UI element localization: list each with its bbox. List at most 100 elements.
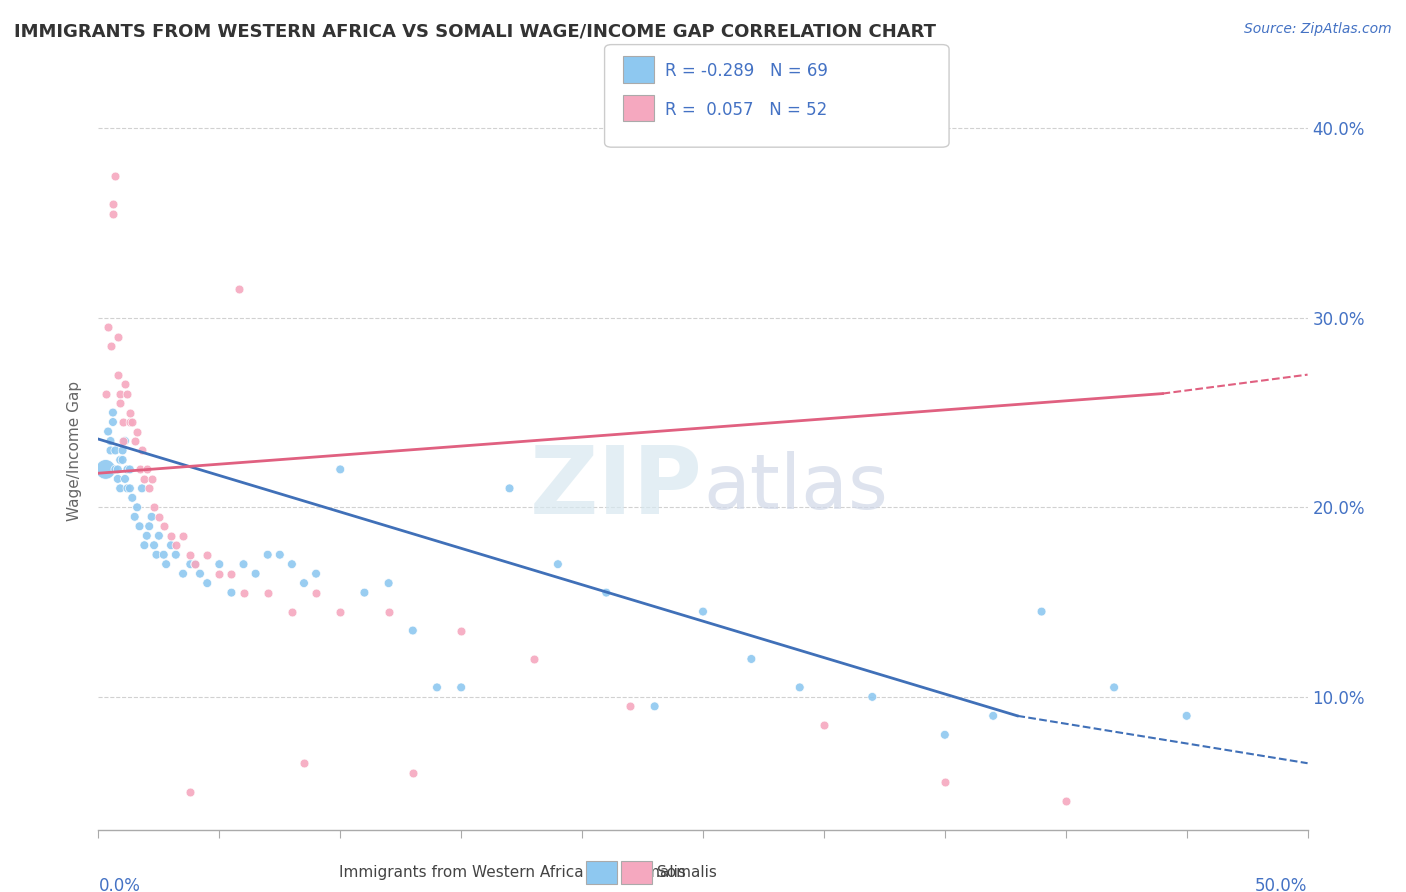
Point	[121, 491, 143, 505]
Point	[165, 538, 187, 552]
Point	[94, 386, 117, 401]
Text: 50.0%: 50.0%	[1256, 877, 1308, 892]
Text: 0.0%: 0.0%	[98, 877, 141, 892]
Point	[107, 462, 129, 476]
Point	[135, 462, 157, 476]
Point	[305, 585, 328, 599]
Point	[100, 339, 122, 353]
Point	[184, 557, 207, 572]
Point	[450, 681, 472, 695]
Point	[172, 566, 194, 581]
Point	[143, 500, 166, 515]
Point	[152, 548, 174, 562]
Point	[644, 699, 666, 714]
Point	[740, 652, 762, 666]
Point	[118, 462, 141, 476]
Text: Source: ZipAtlas.com: Source: ZipAtlas.com	[1244, 22, 1392, 37]
Point	[1054, 794, 1077, 808]
Text: IMMIGRANTS FROM WESTERN AFRICA VS SOMALI WAGE/INCOME GAP CORRELATION CHART: IMMIGRANTS FROM WESTERN AFRICA VS SOMALI…	[14, 22, 936, 40]
Point	[114, 472, 136, 486]
Point	[195, 548, 218, 562]
Point	[118, 482, 141, 496]
Point	[281, 605, 304, 619]
Point	[108, 482, 131, 496]
Point	[305, 566, 328, 581]
Point	[118, 415, 141, 429]
Point	[107, 472, 129, 486]
Point	[232, 557, 254, 572]
Point	[228, 282, 250, 296]
Text: ZIP: ZIP	[530, 442, 703, 534]
Point	[143, 538, 166, 552]
Point	[104, 169, 127, 183]
Point	[256, 585, 278, 599]
Point	[104, 443, 127, 458]
Point	[256, 548, 278, 562]
Point	[135, 529, 157, 543]
Point	[128, 519, 150, 533]
Point	[97, 320, 120, 334]
Point	[117, 386, 139, 401]
Point	[402, 765, 425, 780]
Point	[221, 585, 243, 599]
Point	[134, 538, 156, 552]
Point	[131, 443, 153, 458]
Point	[981, 708, 1004, 723]
Point	[100, 443, 122, 458]
Point	[94, 462, 117, 476]
Point	[127, 425, 149, 439]
Point	[269, 548, 291, 562]
Point	[1102, 681, 1125, 695]
Point	[101, 415, 124, 429]
Text: R = -0.289   N = 69: R = -0.289 N = 69	[665, 62, 828, 80]
Point	[934, 775, 956, 789]
Point	[329, 605, 352, 619]
Point	[111, 453, 134, 467]
Point	[100, 434, 122, 448]
Y-axis label: Wage/Income Gap: Wage/Income Gap	[67, 380, 83, 521]
Point	[117, 462, 139, 476]
Point	[111, 434, 134, 448]
Point	[789, 681, 811, 695]
Point	[184, 557, 207, 572]
Point	[148, 529, 170, 543]
Point	[141, 509, 163, 524]
Point	[124, 434, 146, 448]
Point	[114, 377, 136, 392]
Point	[208, 566, 231, 581]
Point	[111, 415, 134, 429]
Point	[1031, 605, 1053, 619]
Point	[152, 519, 174, 533]
Point	[108, 453, 131, 467]
Point	[232, 585, 254, 599]
Point	[118, 405, 141, 420]
Point	[860, 690, 883, 704]
Point	[195, 576, 218, 591]
Point	[329, 462, 352, 476]
Point	[523, 652, 546, 666]
Point	[179, 557, 201, 572]
Point	[179, 548, 201, 562]
Point	[172, 529, 194, 543]
Point	[165, 548, 187, 562]
Point	[145, 548, 167, 562]
Point	[127, 500, 149, 515]
Point	[155, 557, 177, 572]
Text: Somalis: Somalis	[626, 865, 686, 880]
Point	[281, 557, 304, 572]
Point	[114, 434, 136, 448]
Point	[108, 396, 131, 410]
Point	[377, 605, 399, 619]
Point	[188, 566, 211, 581]
Point	[101, 197, 124, 211]
Point	[128, 462, 150, 476]
Point	[104, 462, 127, 476]
Point	[498, 482, 520, 496]
Point	[692, 605, 714, 619]
Point	[101, 206, 124, 220]
Point	[292, 756, 315, 771]
Point	[934, 728, 956, 742]
Point	[353, 585, 375, 599]
Point	[245, 566, 267, 581]
Point	[450, 624, 472, 638]
